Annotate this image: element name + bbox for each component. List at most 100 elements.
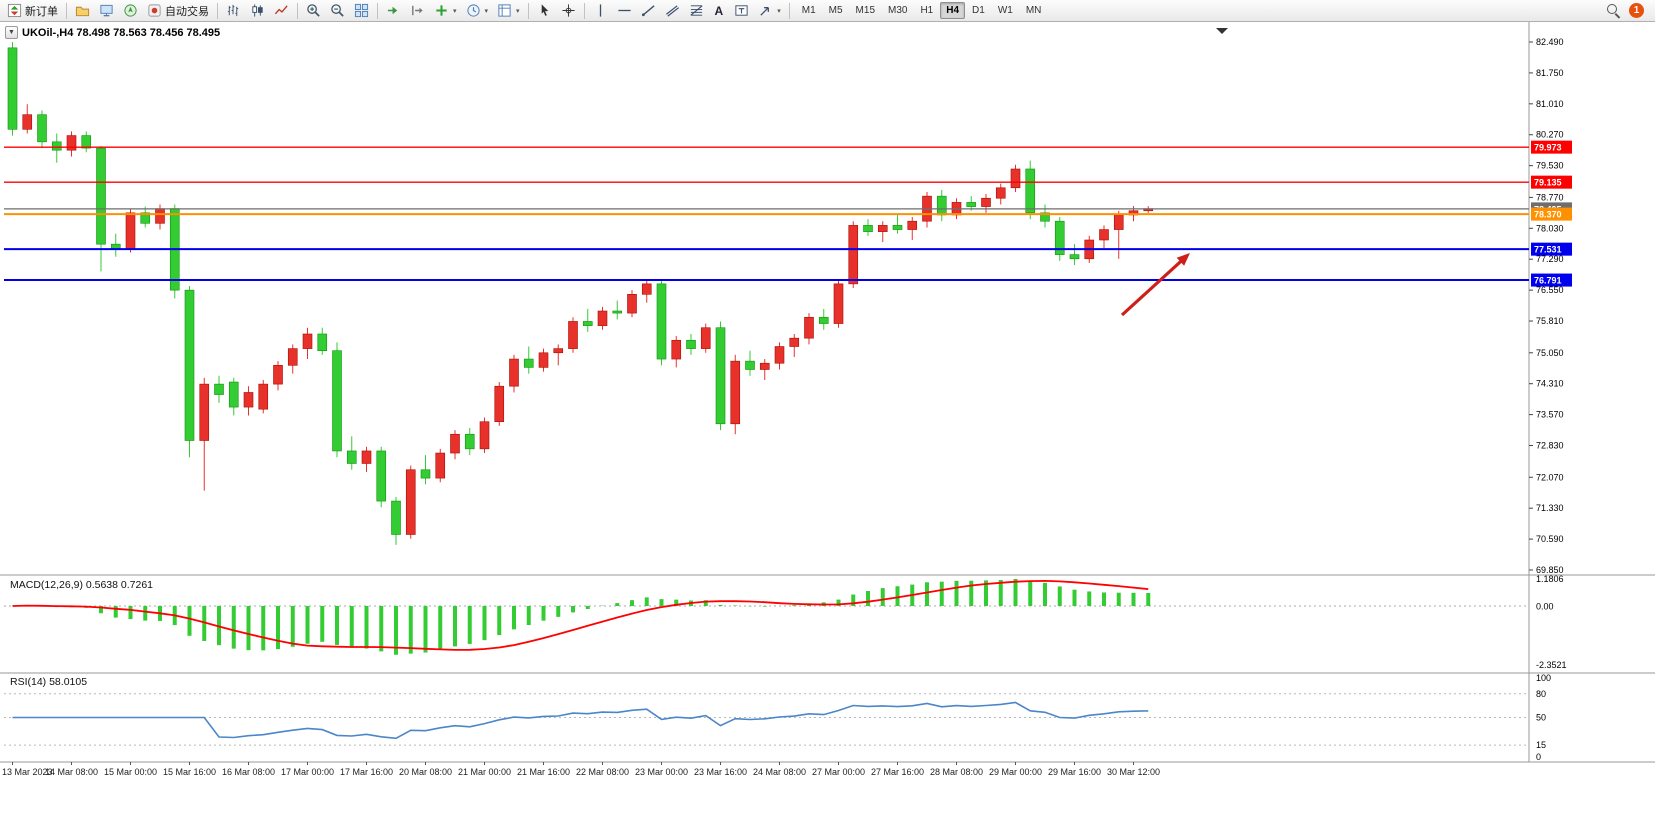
svg-text:79.973: 79.973 <box>1534 143 1562 153</box>
candlestick-chart-button[interactable] <box>246 1 269 20</box>
timeframe-h4-button[interactable]: H4 <box>940 2 966 19</box>
timeframe-h1-button[interactable]: H1 <box>920 5 934 16</box>
candlestick-series <box>7 42 1154 545</box>
chart-title-box: ▼ UKOil-,H4 78.498 78.563 78.456 78.495 <box>5 26 220 39</box>
fibonacci-icon <box>690 5 703 16</box>
chevron-down-icon: ▾ <box>484 7 489 15</box>
line-chart-icon <box>274 5 288 15</box>
periods-button[interactable]: ▾ <box>462 1 493 20</box>
horizontal-level-line[interactable]: 78.370 <box>4 207 1572 221</box>
new-order-button[interactable]: 新订单 <box>3 1 62 20</box>
cursor-icon <box>541 4 548 16</box>
shapes-tool-button[interactable]: ▾ <box>754 1 785 20</box>
svg-text:14 Mar 08:00: 14 Mar 08:00 <box>45 767 98 777</box>
timeframe-m30-button[interactable]: M30 <box>888 5 908 16</box>
svg-text:24 Mar 08:00: 24 Mar 08:00 <box>753 767 806 777</box>
line-chart-button[interactable] <box>270 1 293 20</box>
main-toolbar: 新订单 自动交易 ▾ ▾ ▾ A ▾ M1 M5 M15 M30 H1 H4 D1 W1 MN … <box>0 0 1655 22</box>
new-order-label: 新订单 <box>25 5 58 18</box>
svg-text:20 Mar 08:00: 20 Mar 08:00 <box>399 767 452 777</box>
timeframe-m1-button[interactable]: M1 <box>801 5 816 16</box>
vertical-line-icon <box>599 4 601 17</box>
crosshair-icon <box>561 4 575 17</box>
timeframe-w1-button[interactable]: W1 <box>997 5 1013 16</box>
svg-text:82.490: 82.490 <box>1536 37 1564 47</box>
toolbar-separator <box>527 2 529 19</box>
toolbar-separator <box>583 2 585 19</box>
profiles-button[interactable] <box>71 1 94 20</box>
price-tag <box>1531 140 1572 154</box>
navigator-button[interactable] <box>119 1 142 20</box>
one-click-trading-collapse-button[interactable]: ▼ <box>5 26 18 39</box>
cursor-tool-button[interactable] <box>533 1 556 20</box>
svg-text:1.1806: 1.1806 <box>1536 574 1564 584</box>
svg-text:71.330: 71.330 <box>1536 503 1564 513</box>
zoom-out-button[interactable] <box>326 1 349 20</box>
svg-text:81.750: 81.750 <box>1536 68 1564 78</box>
price-tag <box>1531 273 1572 287</box>
trend-arrow-annotation[interactable] <box>1120 253 1190 317</box>
price-axis: 82.490 81.750 81.010 80.270 79.530 78.770 78.0… <box>1529 37 1564 575</box>
notification-badge[interactable]: 1 <box>1629 3 1644 18</box>
chart-shift-icon <box>412 5 423 16</box>
bar-chart-button[interactable] <box>222 1 245 20</box>
svg-text:69.850: 69.850 <box>1536 565 1564 575</box>
horizontal-level-line[interactable]: 79.135 <box>4 175 1572 189</box>
rsi-line <box>12 701 1149 740</box>
chart-canvas[interactable]: 79.97379.13578.49578.37077.53176.79182.4… <box>0 22 1655 828</box>
macd-label: MACD(12,26,9) 0.5638 0.7261 <box>10 579 153 591</box>
svg-text:21 Mar 16:00: 21 Mar 16:00 <box>517 767 570 777</box>
chevron-down-icon: ▾ <box>453 7 457 15</box>
chart-window: ▼ UKOil-,H4 78.498 78.563 78.456 78.495 … <box>0 22 1655 828</box>
svg-text:0: 0 <box>1536 752 1541 762</box>
horizontal-line-tool-button[interactable] <box>613 1 636 20</box>
fibonacci-tool-button[interactable] <box>685 1 708 20</box>
svg-text:15: 15 <box>1536 740 1546 750</box>
svg-text:75.810: 75.810 <box>1536 316 1564 326</box>
svg-text:27 Mar 00:00: 27 Mar 00:00 <box>812 767 865 777</box>
search-icon[interactable] <box>1606 3 1621 18</box>
market-watch-button[interactable] <box>95 1 118 20</box>
horizontal-line-icon <box>617 9 631 12</box>
add-indicator-button[interactable]: ▾ <box>430 1 461 20</box>
horizontal-level-line[interactable]: 79.973 <box>4 140 1572 154</box>
svg-text:29 Mar 00:00: 29 Mar 00:00 <box>989 767 1042 777</box>
candlestick-icon <box>252 4 263 17</box>
toolbar-separator <box>788 2 790 19</box>
svg-text:78.030: 78.030 <box>1536 223 1564 233</box>
svg-text:80: 80 <box>1536 689 1546 699</box>
auto-trading-button[interactable]: 自动交易 <box>143 1 213 20</box>
svg-text:72.830: 72.830 <box>1536 441 1564 451</box>
timeframe-m15-button[interactable]: M15 <box>855 5 875 16</box>
text-box-icon <box>735 5 748 16</box>
auto-scroll-icon <box>387 6 398 15</box>
text-tool-button[interactable]: A <box>714 3 724 18</box>
chart-shift-marker[interactable] <box>1216 28 1228 34</box>
timeframe-m5-button[interactable]: M5 <box>828 5 843 16</box>
svg-text:70.590: 70.590 <box>1536 534 1564 544</box>
chart-title: UKOil-,H4 78.498 78.563 78.456 78.495 <box>22 26 221 39</box>
macd-signal-line <box>12 579 1149 651</box>
svg-text:76.791: 76.791 <box>1534 276 1562 286</box>
vertical-line-tool-button[interactable] <box>589 1 612 20</box>
horizontal-level-line[interactable]: 77.531 <box>4 242 1572 256</box>
auto-scroll-button[interactable] <box>382 1 405 20</box>
chart-shift-button[interactable] <box>406 1 429 20</box>
price-tag <box>1531 175 1572 189</box>
timeframe-mn-button[interactable]: MN <box>1025 5 1042 16</box>
svg-text:29 Mar 16:00: 29 Mar 16:00 <box>1048 767 1101 777</box>
monitor-icon <box>100 4 113 17</box>
trendline-tool-button[interactable] <box>637 1 660 20</box>
channel-tool-button[interactable] <box>661 1 684 20</box>
crosshair-tool-button[interactable] <box>557 1 580 20</box>
svg-text:81.010: 81.010 <box>1536 99 1564 109</box>
templates-button[interactable]: ▾ <box>493 1 524 20</box>
tile-windows-button[interactable] <box>350 1 373 20</box>
toolbar-separator <box>377 2 378 19</box>
timeframe-d1-button[interactable]: D1 <box>972 5 985 16</box>
text-label-tool-button[interactable] <box>730 1 753 20</box>
zoom-in-button[interactable] <box>302 1 325 20</box>
horizontal-level-line[interactable]: 76.791 <box>4 273 1572 287</box>
svg-text:77.290: 77.290 <box>1536 254 1564 264</box>
